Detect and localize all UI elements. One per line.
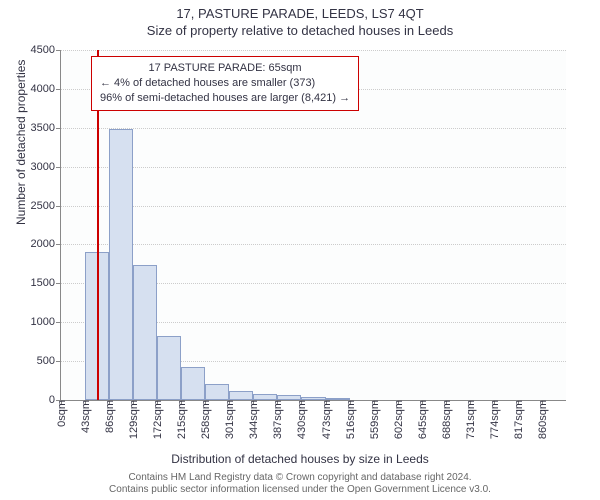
histogram-bar [133,265,157,400]
xtick-label: 602sqm [391,400,405,439]
xtick-label: 43sqm [78,400,92,433]
gridline [61,167,566,168]
ytick-label: 500 [37,355,61,367]
annotation-box: 17 PASTURE PARADE: 65sqm ← 4% of detache… [91,56,359,111]
ytick-label: 3500 [31,122,61,134]
xtick-label: 301sqm [222,400,236,439]
ytick-label: 4500 [31,44,61,56]
xtick-label: 688sqm [439,400,453,439]
xtick-label: 344sqm [246,400,260,439]
xtick-label: 0sqm [54,400,68,427]
xtick-label: 731sqm [463,400,477,439]
ytick-label: 2000 [31,238,61,250]
xtick-label: 258sqm [198,400,212,439]
xtick-label: 86sqm [102,400,116,433]
xtick-label: 172sqm [150,400,164,439]
annotation-line-1: 17 PASTURE PARADE: 65sqm [100,61,350,76]
x-axis-label: Distribution of detached houses by size … [0,452,600,466]
annotation-line-2: ← 4% of detached houses are smaller (373… [100,76,350,91]
xtick-label: 387sqm [270,400,284,439]
histogram-bar [157,336,181,400]
xtick-label: 473sqm [319,400,333,439]
histogram-bar [109,129,133,400]
ytick-label: 3000 [31,161,61,173]
xtick-label: 215sqm [174,400,188,439]
xtick-label: 516sqm [343,400,357,439]
histogram-bar [229,391,253,400]
xtick-label: 129sqm [126,400,140,439]
gridline [61,244,566,245]
xtick-label: 860sqm [535,400,549,439]
footer-line-2: Contains public sector information licen… [0,484,600,496]
chart-title-sub: Size of property relative to detached ho… [0,21,600,38]
xtick-label: 645sqm [415,400,429,439]
ytick-label: 1500 [31,277,61,289]
xtick-label: 817sqm [511,400,525,439]
footer-line-1: Contains HM Land Registry data © Crown c… [0,472,600,484]
chart-title-main: 17, PASTURE PARADE, LEEDS, LS7 4QT [0,0,600,21]
annotation-line-3: 96% of semi-detached houses are larger (… [100,91,350,106]
footer-attribution: Contains HM Land Registry data © Crown c… [0,472,600,496]
y-axis-label: Number of detached properties [14,60,28,225]
plot-area: 0500100015002000250030003500400045000sqm… [60,50,566,401]
histogram-bar [181,367,205,400]
ytick-label: 1000 [31,316,61,328]
gridline [61,128,566,129]
ytick-label: 2500 [31,200,61,212]
xtick-label: 774sqm [487,400,501,439]
gridline [61,206,566,207]
ytick-label: 4000 [31,83,61,95]
histogram-bar [205,384,229,400]
xtick-label: 430sqm [294,400,308,439]
xtick-label: 559sqm [367,400,381,439]
gridline [61,50,566,51]
